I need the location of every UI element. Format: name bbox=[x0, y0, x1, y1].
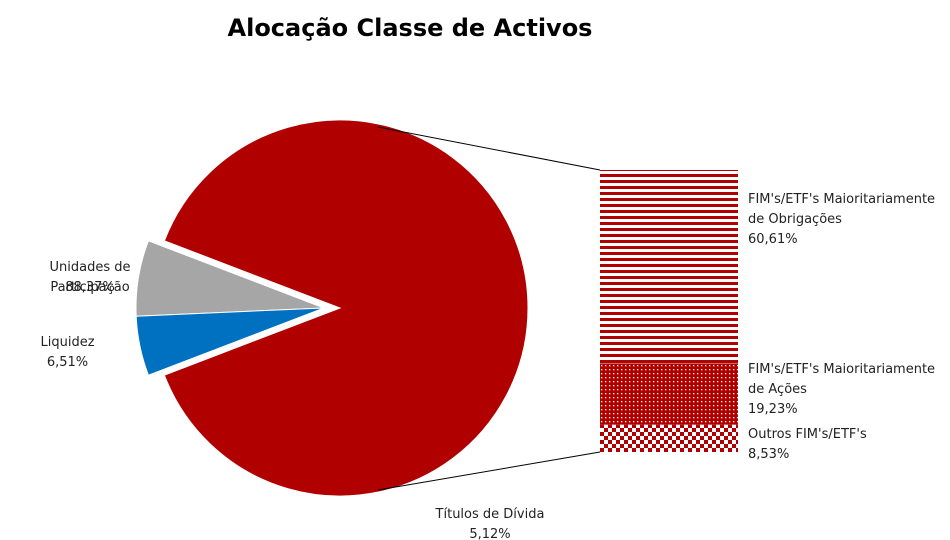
bar-segment bbox=[600, 424, 738, 452]
pie-slice bbox=[163, 119, 529, 497]
connector bbox=[377, 126, 601, 171]
slice-label: Unidades de Participação bbox=[49, 260, 131, 295]
segment-label: FIM's/ETF's Maioritariamente de Obrigaçõ… bbox=[748, 192, 936, 227]
segment-label: Outros FIM's/ETF's bbox=[748, 427, 867, 442]
slice-value: 5,12% bbox=[469, 527, 511, 540]
bar-segment bbox=[600, 170, 738, 364]
bar-segment bbox=[600, 363, 738, 425]
segment-label: FIM's/ETF's Maioritariamente de Ações bbox=[748, 362, 936, 397]
connector bbox=[377, 451, 601, 491]
slice-value: 6,51% bbox=[46, 355, 89, 370]
segment-value: 19,23% bbox=[748, 402, 798, 417]
chart-title: Alocação Classe de Activos bbox=[227, 14, 593, 42]
segment-value: 60,61% bbox=[748, 232, 798, 247]
slice-label: Liquidez bbox=[40, 335, 95, 350]
pie-slice bbox=[135, 307, 325, 376]
slice-value: 88,37% bbox=[65, 280, 115, 295]
slice-label: Títulos de Dívida bbox=[435, 507, 545, 522]
segment-value: 8,53% bbox=[748, 447, 790, 462]
